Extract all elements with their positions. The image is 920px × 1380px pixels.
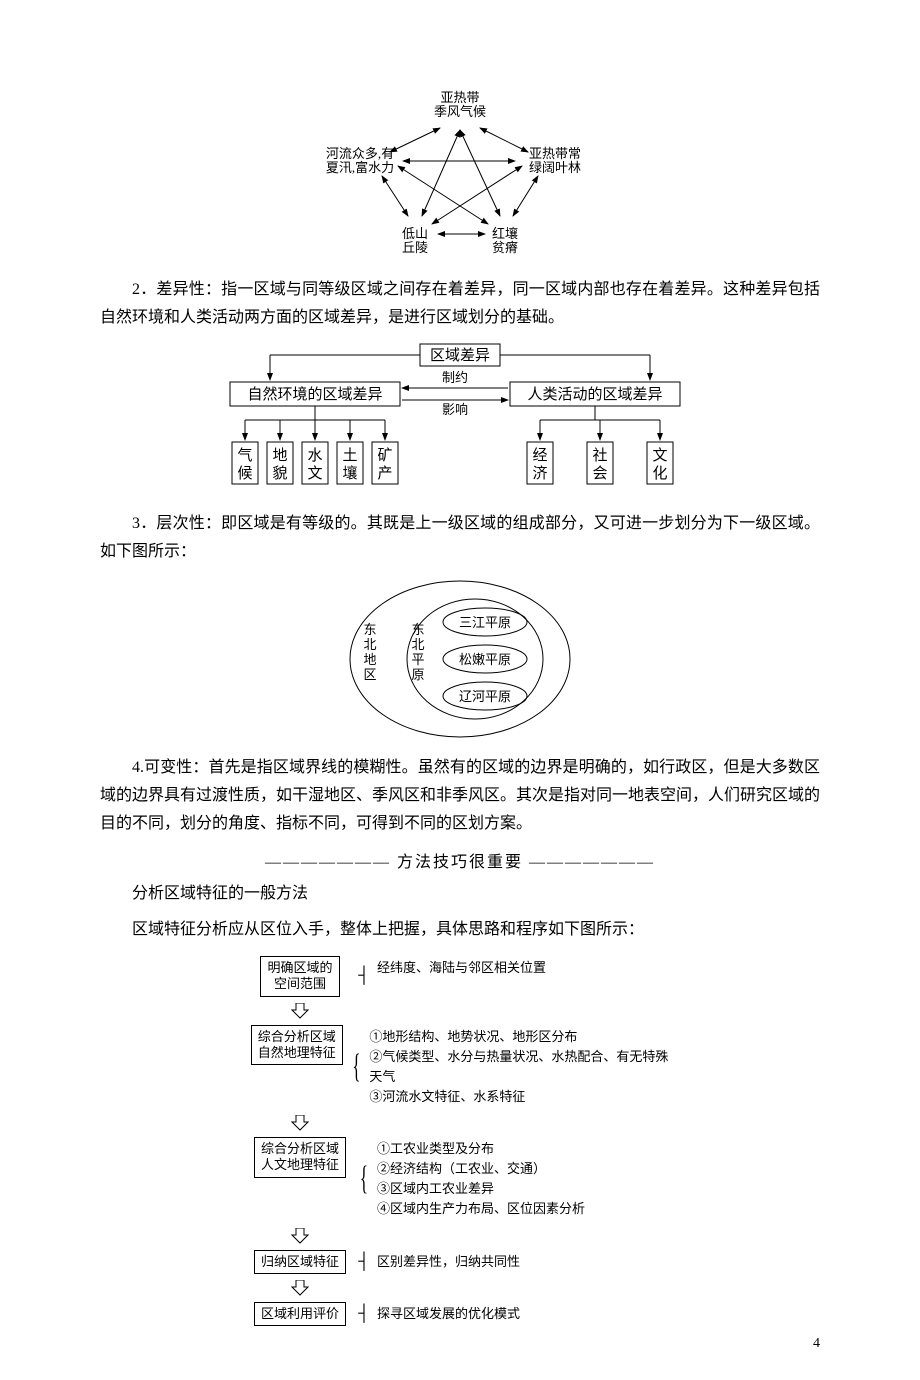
hex-node-right: 亚热带常绿阔叶林 (529, 146, 581, 175)
hex-node-top: 亚热带季风气候 (434, 90, 486, 119)
down-arrow-icon (291, 1228, 309, 1244)
tree-svg: 区域差异 自然环境的区域差异 人类活动的区域差异 制约 影响 气候地貌水文土壤矿… (210, 340, 710, 500)
paragraph-5a: 分析区域特征的一般方法 (100, 880, 820, 908)
down-arrow-icon (291, 1115, 309, 1131)
oval-mid: 东北平原 (411, 622, 424, 682)
hexagon-diagram: 亚热带季风气候 亚热带常绿阔叶林 红壤贫瘠 低山丘陵 河流众多,有夏汛,富水力 (100, 86, 820, 266)
hex-node-left: 河流众多,有夏汛,富水力 (326, 146, 394, 175)
page-number: 4 (813, 1336, 820, 1352)
paragraph-2: 2．差异性：指一区域与同等级区域之间存在着差异，同一区域内部也存在着差异。这种差… (100, 276, 820, 332)
hex-node-bl: 低山丘陵 (402, 226, 428, 255)
hex-node-br: 红壤贫瘠 (492, 226, 518, 255)
tree-mid-top: 制约 (442, 370, 468, 385)
oval-inner-2: 辽河平原 (459, 689, 511, 704)
brace-icon: { (360, 1137, 369, 1222)
flow-step: 归纳区域特征 ┤区别差异性，归纳共同性 (245, 1250, 675, 1274)
hexagon-svg: 亚热带季风气候 亚热带常绿阔叶林 红壤贫瘠 低山丘陵 河流众多,有夏汛,富水力 (310, 86, 610, 266)
tree-left-parent: 自然环境的区域差异 (247, 385, 382, 403)
flow-description: ①地形结构、地势状况、地形区分布②气候类型、水分与热量状况、水热配合、有无特殊天… (365, 1025, 675, 1110)
brace-icon: { (353, 1025, 361, 1110)
section-divider: ——————— 方法技巧很重要 ——————— (100, 848, 820, 872)
oval-diagram: 东北地区 东北平原 三江平原 松嫩平原 辽河平原 (100, 574, 820, 744)
tree-root: 区域差异 (430, 347, 490, 364)
flow-step: 明确区域的 空间范围 ┤经纬度、海陆与邻区相关位置 (245, 956, 675, 997)
tree-diagram: 区域差异 自然环境的区域差异 人类活动的区域差异 制约 影响 气候地貌水文土壤矿… (100, 340, 820, 500)
flow-box: 综合分析区域 人文地理特征 (254, 1137, 346, 1178)
analysis-flowchart: 明确区域的 空间范围┤经纬度、海陆与邻区相关位置综合分析区域 自然地理特征{①地… (100, 952, 820, 1330)
brace-icon: ┤ (355, 956, 373, 997)
down-arrow-icon (291, 1003, 309, 1019)
flow-description: 经纬度、海陆与邻区相关位置 (373, 956, 546, 980)
brace-icon: ┤ (355, 1302, 373, 1326)
oval-inner-0: 三江平原 (459, 615, 511, 630)
brace-icon: ┤ (355, 1250, 373, 1274)
tree-mid-bottom: 影响 (442, 402, 468, 417)
paragraph-3: 3．层次性：即区域是有等级的。其既是上一级区域的组成部分，又可进一步划分为下一级… (100, 510, 820, 566)
flow-description: ①工农业类型及分布②经济结构（工农业、交通）③区域内工农业差异④区域内生产力布局… (373, 1137, 585, 1222)
oval-outer: 东北地区 (363, 622, 376, 682)
flow-box: 区域利用评价 (254, 1302, 346, 1326)
flow-step: 综合分析区域 自然地理特征{①地形结构、地势状况、地形区分布②气候类型、水分与热… (245, 1025, 675, 1110)
flow-box: 综合分析区域 自然地理特征 (251, 1025, 343, 1066)
flow-box: 明确区域的 空间范围 (260, 956, 339, 997)
flow-description: 探寻区域发展的优化模式 (373, 1302, 520, 1326)
flow-description: 区别差异性，归纳共同性 (373, 1250, 520, 1274)
paragraph-4: 4.可变性：首先是指区域界线的模糊性。虽然有的区域的边界是明确的，如行政区，但是… (100, 754, 820, 838)
oval-inner-1: 松嫩平原 (459, 652, 511, 667)
flow-step: 区域利用评价 ┤探寻区域发展的优化模式 (245, 1302, 675, 1326)
tree-right-parent: 人类活动的区域差异 (527, 386, 662, 403)
down-arrow-icon (291, 1280, 309, 1296)
paragraph-5b: 区域特征分析应从区位入手，整体上把握，具体思路和程序如下图所示： (100, 916, 820, 944)
document-page: 亚热带季风气候 亚热带常绿阔叶林 红壤贫瘠 低山丘陵 河流众多,有夏汛,富水力 … (0, 0, 920, 1380)
oval-svg: 东北地区 东北平原 三江平原 松嫩平原 辽河平原 (340, 574, 580, 744)
flow-box: 归纳区域特征 (254, 1250, 346, 1274)
flow-step: 综合分析区域 人文地理特征 {①工农业类型及分布②经济结构（工农业、交通）③区域内… (245, 1137, 675, 1222)
